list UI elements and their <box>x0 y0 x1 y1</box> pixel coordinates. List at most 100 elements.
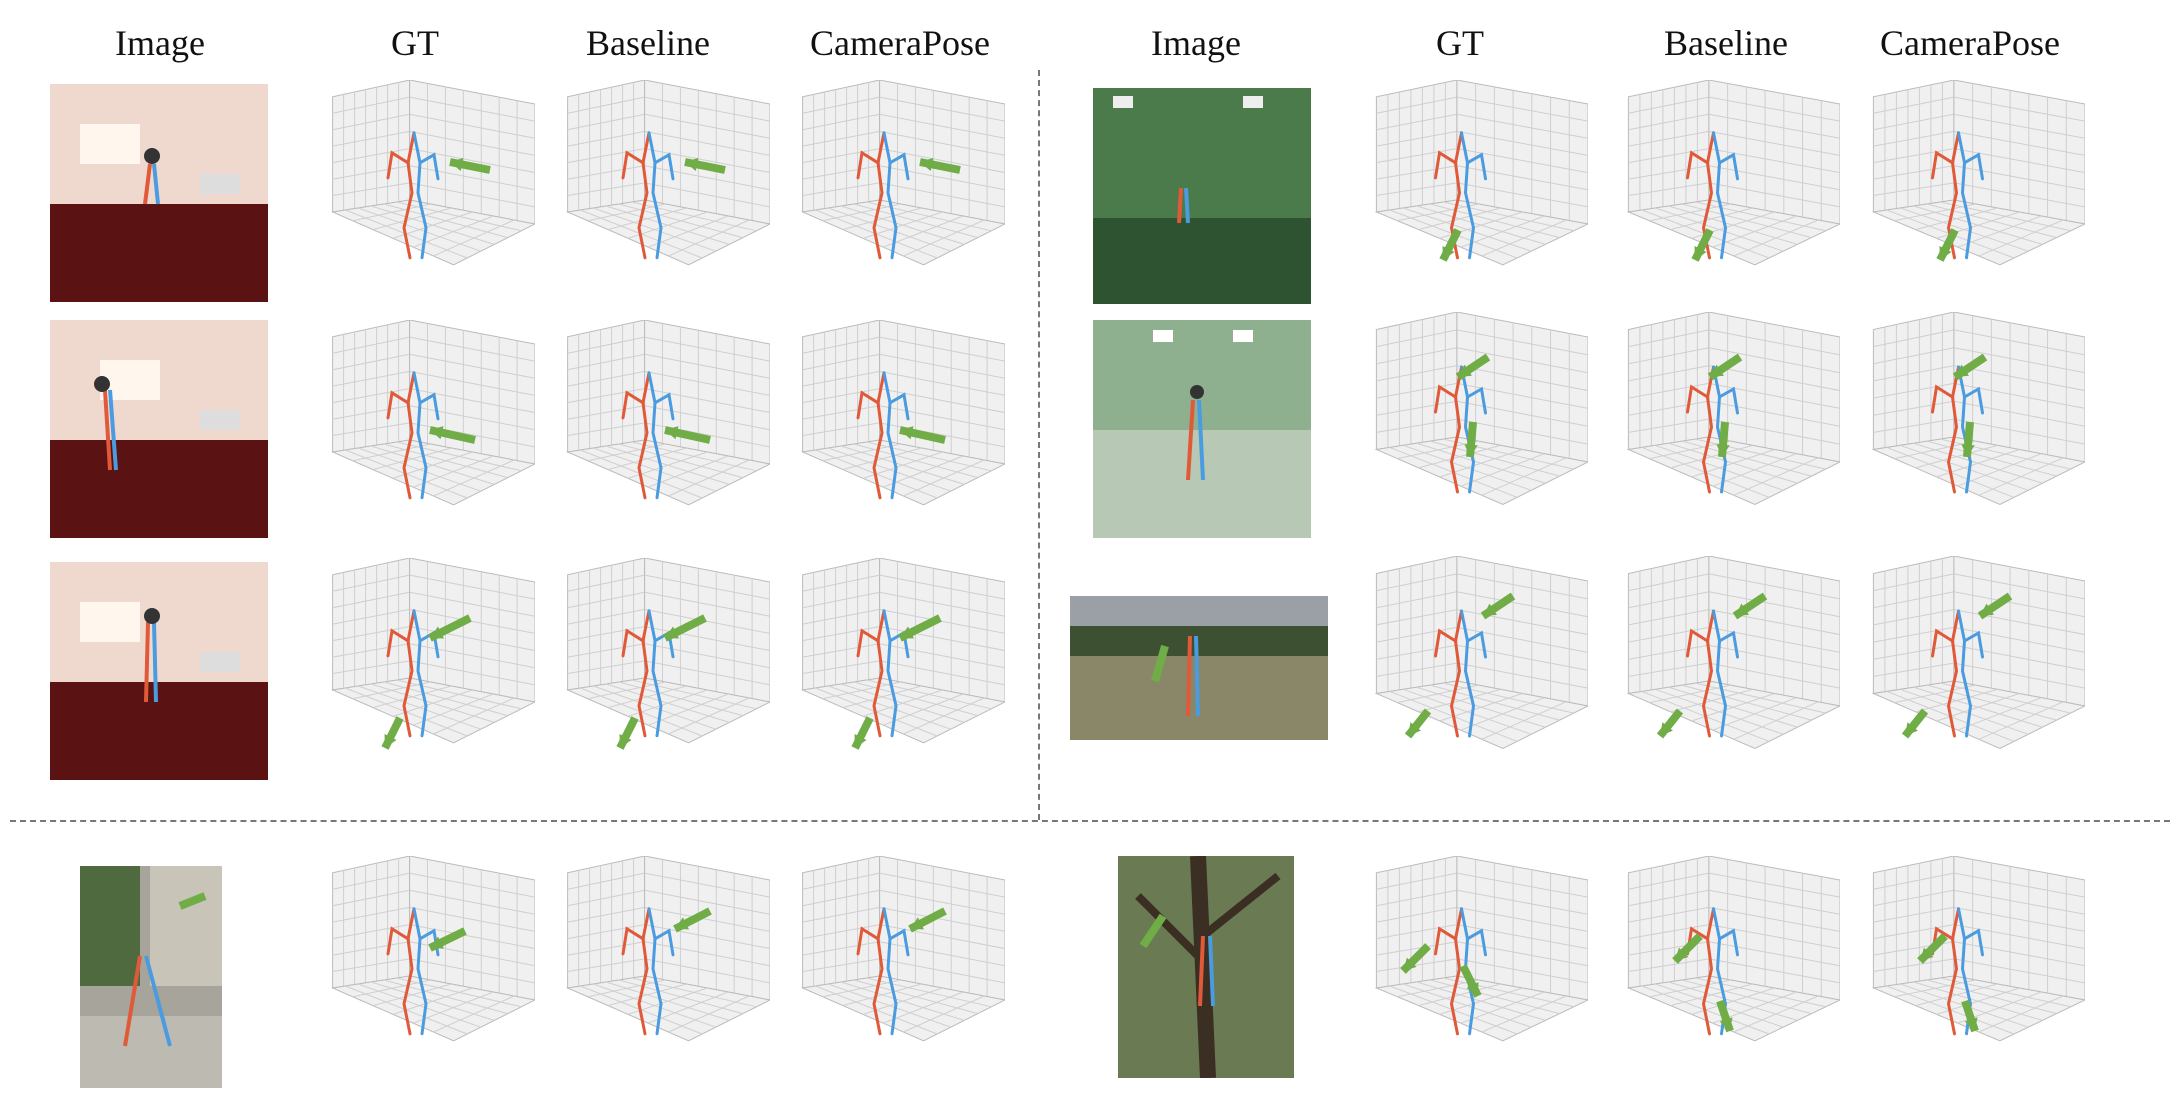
photo-lab-2 <box>50 320 268 538</box>
axes-pane-floor <box>1871 436 2085 506</box>
pose-plot-gt-greenscreen-1 <box>1358 80 1588 320</box>
pose-plot-camerapose-street <box>785 856 1005 1096</box>
axes-pane-back <box>1708 556 1840 707</box>
green-arrow <box>919 157 961 174</box>
green-arrow <box>429 426 476 444</box>
green-arrow <box>428 927 467 952</box>
skeleton <box>386 371 440 500</box>
axes-pane-left <box>1872 556 1955 695</box>
axes-pane-left <box>1627 80 1710 213</box>
green-arrow <box>1716 421 1730 458</box>
green-arrow <box>1977 592 2013 620</box>
skeleton <box>1931 609 1984 738</box>
axes-pane-back <box>409 856 535 1001</box>
axes-pane-floor <box>1871 975 2085 1042</box>
axes-pane-back <box>644 558 770 703</box>
green-arrow <box>664 426 711 444</box>
photo-field <box>1070 596 1328 740</box>
axes-pane-back <box>879 856 1005 1001</box>
vertical-divider <box>1038 70 1040 820</box>
axes-pane-left <box>1375 80 1458 213</box>
green-arrow <box>1952 353 1988 381</box>
pose-plot-gt-greenscreen-2 <box>1358 312 1588 562</box>
axes-pane-back <box>1456 80 1588 225</box>
axes-pane-left <box>567 80 646 213</box>
green-arrow <box>1707 353 1743 381</box>
skeleton <box>621 371 675 500</box>
axes-pane-floor <box>1626 680 1840 750</box>
axes-pane-left <box>802 80 881 213</box>
green-arrow <box>428 614 472 642</box>
pose-plot-camerapose-lab-3 <box>785 558 1005 798</box>
pose-plot-gt-lab-2 <box>315 320 535 560</box>
axes-pane-floor <box>1871 680 2085 750</box>
axes-pane-floor <box>800 439 1005 506</box>
green-arrow <box>673 907 712 933</box>
skeleton <box>1686 365 1739 494</box>
axes-pane-back <box>1456 312 1588 463</box>
pose-plot-camerapose-greenscreen-1 <box>1855 80 2085 320</box>
green-arrow <box>1691 228 1714 262</box>
green-arrow <box>663 614 707 642</box>
green-arrow <box>1901 708 1929 739</box>
skeleton <box>856 371 910 500</box>
axes-pane-left <box>802 320 881 453</box>
axes-pane-left <box>802 856 881 989</box>
photo-tree <box>1118 856 1294 1078</box>
green-arrow <box>851 716 874 750</box>
horizontal-divider <box>10 820 2170 822</box>
axes-pane-left <box>1627 556 1710 695</box>
green-arrow <box>1936 228 1959 262</box>
green-arrow <box>1961 421 1975 458</box>
axes-pane-floor <box>1626 199 1840 266</box>
pose-plot-baseline-lab-1 <box>550 80 770 320</box>
header-gt-right: GT <box>1436 23 1484 63</box>
axes-pane-floor <box>330 975 535 1042</box>
skeleton <box>386 907 440 1036</box>
axes-pane-floor <box>565 199 770 266</box>
skeleton <box>1434 365 1487 494</box>
axes-pane-back <box>879 80 1005 225</box>
green-arrow <box>616 716 639 750</box>
green-arrow <box>899 426 946 444</box>
photo-greenscreen-2 <box>1093 320 1311 538</box>
axes-pane-floor <box>800 975 1005 1042</box>
pose-plot-baseline-street <box>550 856 770 1096</box>
axes-pane-back <box>409 558 535 703</box>
pose-plot-gt-field <box>1358 556 1588 806</box>
axes-pane-left <box>1375 556 1458 695</box>
axes-pane-back <box>1456 856 1588 1001</box>
green-arrow <box>381 716 404 750</box>
pose-plot-gt-street <box>315 856 535 1096</box>
axes-pane-floor <box>800 677 1005 744</box>
green-arrow <box>908 907 947 933</box>
green-arrow <box>1656 708 1684 739</box>
header-baseline-right: Baseline <box>1664 23 1788 63</box>
axes-pane-back <box>1708 312 1840 463</box>
green-arrow <box>1439 228 1462 262</box>
skeleton <box>1434 609 1487 738</box>
header-camerapose-left: CameraPose <box>810 23 990 63</box>
header-baseline-left: Baseline <box>586 23 710 63</box>
axes-pane-floor <box>565 677 770 744</box>
green-arrow <box>1455 353 1491 381</box>
axes-pane-floor <box>1871 199 2085 266</box>
axes-pane-left <box>332 856 411 989</box>
header-image-right: Image <box>1151 23 1241 63</box>
axes-pane-left <box>1375 312 1458 451</box>
axes-pane-floor <box>1374 680 1588 750</box>
green-arrow <box>1917 933 1948 964</box>
axes-pane-floor <box>565 975 770 1042</box>
axes-pane-left <box>1872 80 1955 213</box>
green-arrow <box>1400 943 1431 974</box>
pose-plot-camerapose-field <box>1855 556 2085 806</box>
axes-pane-left <box>802 558 881 691</box>
axes-pane-back <box>644 80 770 225</box>
axes-pane-floor <box>1626 975 1840 1042</box>
axes-pane-floor <box>1626 436 1840 506</box>
axes-pane-left <box>1375 856 1458 989</box>
pose-plot-gt-tree <box>1358 856 1588 1096</box>
axes-pane-left <box>332 80 411 213</box>
axes-pane-floor <box>330 199 535 266</box>
green-arrow <box>449 157 491 174</box>
